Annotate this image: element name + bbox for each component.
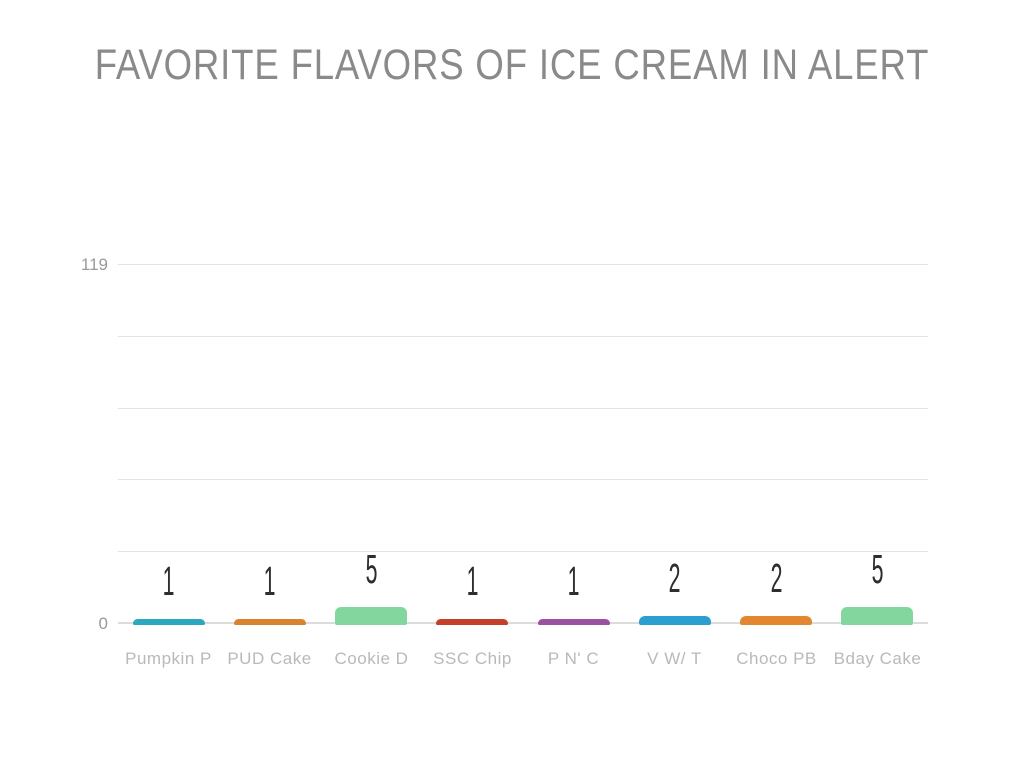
gridline (118, 408, 928, 409)
bar-ssc-chip[interactable] (436, 619, 508, 625)
x-axis-category-label: SSC Chip (433, 649, 512, 668)
bar-pumpkin-p[interactable] (133, 619, 205, 625)
bar-value-label: 5 (871, 546, 884, 592)
gridline (118, 551, 928, 552)
bar-value-label: 1 (466, 558, 479, 604)
bar-choco-pb[interactable] (740, 616, 812, 625)
bar-value-label: 1 (263, 558, 276, 604)
x-axis-category-label: P N' C (547, 649, 600, 668)
x-axis-baseline (118, 622, 928, 624)
bar-value-label: 1 (567, 558, 580, 604)
bar-value-label: 5 (365, 546, 378, 592)
gridline (118, 336, 928, 337)
y-axis-tick-zero: 0 (98, 614, 108, 633)
y-axis-tick-max: 119 (80, 255, 108, 274)
bar-p-n-c[interactable] (538, 619, 610, 625)
bar-pud-cake[interactable] (234, 619, 306, 625)
x-axis-category-label: Bday Cake (833, 649, 922, 668)
bar-value-label: 2 (770, 555, 783, 601)
bar-bday-cake[interactable] (841, 607, 913, 625)
bar-cookie-d[interactable] (335, 607, 407, 625)
x-axis-category-label: Cookie D (334, 649, 409, 668)
gridline (118, 264, 928, 265)
x-axis-category-label: Pumpkin P (125, 649, 212, 668)
bar-value-label: 1 (162, 558, 175, 604)
x-axis-category-label: PUD Cake (227, 649, 312, 668)
x-axis-category-label: V W/ T (647, 649, 702, 668)
gridline (118, 479, 928, 480)
x-axis-category-label: Choco PB (736, 649, 817, 668)
bar-value-label: 2 (668, 555, 681, 601)
plot-area: 1 1 5 1 1 2 2 5 (118, 264, 928, 625)
bar-v-w-t[interactable] (639, 616, 711, 625)
chart-title: FAVORITE FLAVORS OF ICE CREAM IN ALERT (94, 41, 930, 89)
